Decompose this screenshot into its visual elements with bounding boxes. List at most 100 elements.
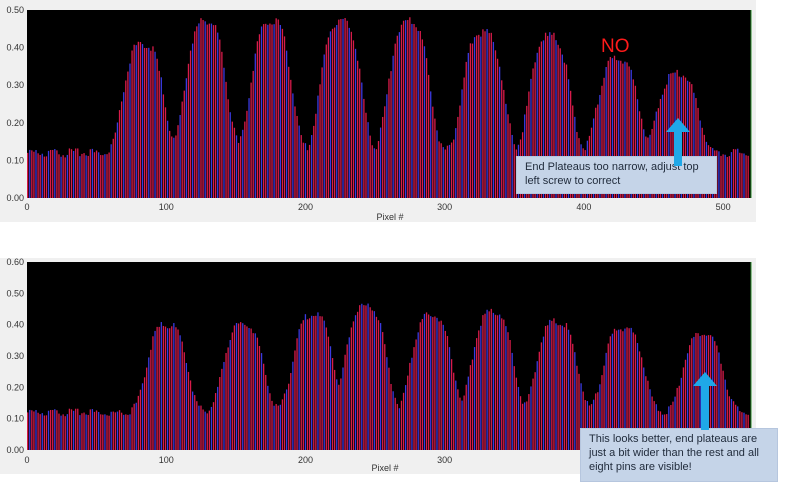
bar (288, 66, 290, 198)
bar (242, 323, 244, 450)
bar (739, 152, 741, 198)
bar (390, 71, 392, 198)
bar (302, 142, 304, 198)
x-tick-label: 100 (159, 202, 174, 212)
bar (670, 405, 672, 450)
bar (724, 379, 726, 450)
bar (559, 324, 561, 450)
bar (747, 155, 749, 198)
bar (390, 383, 392, 450)
bar (534, 372, 536, 450)
bar (52, 149, 54, 198)
bar (392, 391, 394, 450)
bar (363, 98, 365, 198)
bar (438, 321, 440, 450)
bar (409, 17, 411, 199)
bar (430, 91, 432, 198)
bar (686, 353, 689, 450)
bar (325, 327, 327, 450)
bar (626, 62, 628, 198)
bar (553, 318, 555, 450)
bar (540, 342, 543, 450)
bar (169, 328, 171, 450)
bar (237, 142, 240, 198)
bar (98, 411, 100, 450)
bar (246, 110, 248, 198)
bar (712, 336, 714, 450)
bar (123, 414, 125, 450)
bar (471, 43, 474, 199)
bar (162, 325, 165, 450)
bar (515, 377, 517, 450)
bar (175, 135, 177, 198)
bar (394, 397, 396, 450)
bar (114, 132, 117, 198)
bar (540, 41, 543, 199)
bar (743, 153, 745, 198)
bar (279, 25, 281, 198)
bar (298, 329, 300, 450)
bar (726, 156, 728, 198)
bar (534, 62, 536, 198)
bar (75, 408, 77, 450)
bar (369, 307, 371, 450)
bar (162, 94, 165, 198)
bar (734, 149, 737, 198)
bar (171, 326, 173, 450)
bar (329, 346, 332, 450)
bar (394, 43, 396, 199)
y-tick-label: 0.40 (6, 43, 24, 53)
bar (476, 338, 478, 450)
bar (298, 125, 300, 198)
bar (590, 404, 593, 450)
bar (321, 67, 323, 198)
bar (321, 316, 323, 450)
y-tick-label: 0.00 (6, 193, 24, 203)
bar (444, 330, 446, 450)
x-tick-label: 300 (437, 455, 452, 465)
bar (453, 139, 455, 198)
bar (509, 123, 511, 198)
bar (340, 378, 342, 450)
bar (118, 410, 121, 450)
bar (141, 383, 144, 450)
bar (448, 144, 451, 198)
bar (645, 376, 647, 450)
bar (283, 36, 286, 199)
bar (359, 305, 361, 450)
bar (41, 153, 43, 198)
bar (112, 138, 114, 198)
bar (137, 395, 139, 450)
bar (563, 327, 566, 450)
y-tick-label: 0.20 (6, 382, 24, 392)
bar (421, 318, 424, 450)
bar (603, 77, 605, 198)
bar (196, 26, 198, 199)
bar (444, 149, 446, 198)
bar (166, 120, 169, 198)
bar (601, 375, 603, 450)
bar (375, 149, 378, 198)
bar (455, 380, 457, 450)
bar (52, 409, 54, 450)
bottom-chart: 0.00 0.10 0.20 0.30 0.40 0.50 0.60 0 100 200 300 Pi… (6, 258, 752, 473)
bar (396, 35, 398, 198)
bar (300, 135, 302, 198)
bar (478, 330, 480, 450)
bar (62, 414, 64, 450)
bar (219, 39, 221, 198)
bar (254, 53, 256, 198)
bar (317, 312, 319, 450)
bar (265, 374, 267, 450)
bar (737, 148, 739, 198)
bar (98, 152, 100, 198)
bar (618, 60, 620, 198)
bar (605, 67, 607, 198)
bar (511, 134, 513, 198)
bar (194, 31, 196, 198)
x-tick-label: 300 (437, 202, 452, 212)
bar (684, 77, 687, 198)
bar (574, 352, 576, 450)
bar (114, 412, 117, 450)
bar (58, 413, 60, 450)
